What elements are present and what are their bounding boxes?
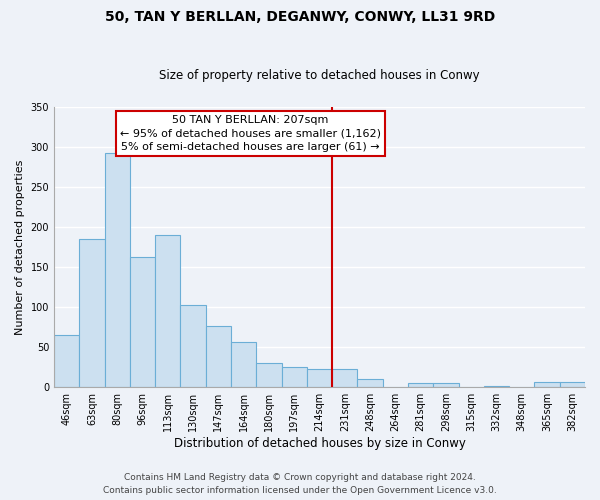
Text: 50 TAN Y BERLLAN: 207sqm
← 95% of detached houses are smaller (1,162)
5% of semi: 50 TAN Y BERLLAN: 207sqm ← 95% of detach… xyxy=(120,115,381,152)
Bar xyxy=(307,369,332,388)
Bar xyxy=(206,326,231,388)
Bar xyxy=(104,154,130,388)
Bar xyxy=(231,342,256,388)
Bar xyxy=(181,305,206,388)
Bar xyxy=(408,382,433,388)
Bar xyxy=(79,239,104,388)
Text: Contains HM Land Registry data © Crown copyright and database right 2024.
Contai: Contains HM Land Registry data © Crown c… xyxy=(103,474,497,495)
Text: 50, TAN Y BERLLAN, DEGANWY, CONWY, LL31 9RD: 50, TAN Y BERLLAN, DEGANWY, CONWY, LL31 … xyxy=(105,10,495,24)
Bar xyxy=(433,384,458,388)
Title: Size of property relative to detached houses in Conwy: Size of property relative to detached ho… xyxy=(159,69,480,82)
Y-axis label: Number of detached properties: Number of detached properties xyxy=(15,160,25,334)
Bar xyxy=(281,368,307,388)
Bar xyxy=(54,335,79,388)
X-axis label: Distribution of detached houses by size in Conwy: Distribution of detached houses by size … xyxy=(173,437,466,450)
Bar xyxy=(130,256,155,388)
Bar xyxy=(332,369,358,388)
Bar xyxy=(256,364,281,388)
Bar xyxy=(358,380,383,388)
Bar xyxy=(484,386,509,388)
Bar xyxy=(560,382,585,388)
Bar xyxy=(535,382,560,388)
Bar xyxy=(155,235,181,388)
